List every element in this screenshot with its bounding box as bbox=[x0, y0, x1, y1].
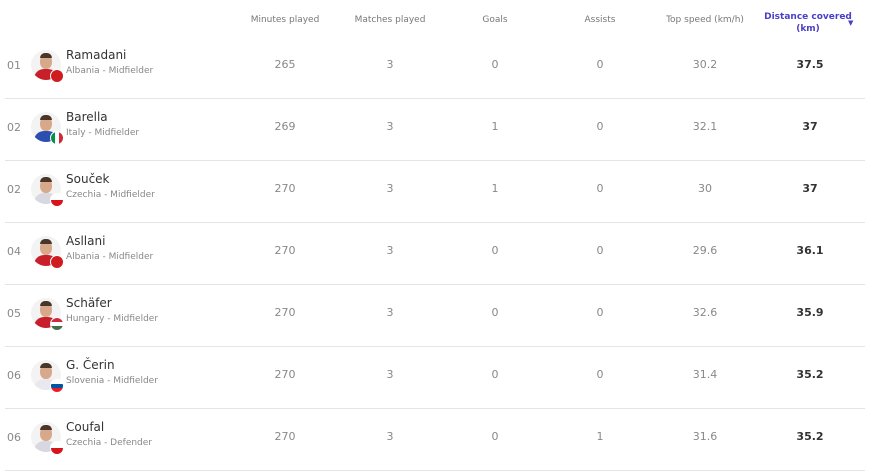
top-speed-value: 29.6 bbox=[692, 244, 718, 257]
top-speed-value: 31.4 bbox=[692, 368, 718, 381]
rank: 04 bbox=[7, 245, 21, 258]
table-row[interactable]: 06 G. Čerin Slovenia - Midfielder 270 3 0 0 3… bbox=[5, 346, 865, 409]
minutes-value: 270 bbox=[274, 430, 296, 443]
player-name[interactable]: Ramadani bbox=[66, 48, 127, 62]
assists-value: 0 bbox=[596, 244, 604, 257]
minutes-value: 270 bbox=[274, 306, 296, 319]
table-row[interactable]: 04 Asllani Albania - Midfielder 270 3 0 0 29.… bbox=[5, 222, 865, 285]
table-row[interactable]: 02 Barella Italy - Midfielder 269 3 1 0 32.1 3… bbox=[5, 98, 865, 161]
country-flag-icon bbox=[50, 131, 64, 145]
distance-value: 37.5 bbox=[796, 58, 824, 71]
assists-value: 1 bbox=[596, 430, 604, 443]
matches-value: 3 bbox=[386, 120, 394, 133]
player-country-position: Albania - Midfielder bbox=[66, 252, 154, 262]
header-goals[interactable]: Goals bbox=[482, 15, 508, 25]
player-name[interactable]: G. Čerin bbox=[66, 358, 115, 372]
header-matches-played[interactable]: Matches played bbox=[354, 15, 426, 25]
rank: 05 bbox=[7, 307, 21, 320]
distance-value: 35.2 bbox=[796, 368, 824, 381]
matches-value: 3 bbox=[386, 244, 394, 257]
distance-value: 37 bbox=[802, 120, 818, 133]
caret-down-icon[interactable]: ▼ bbox=[848, 19, 854, 27]
player-name[interactable]: Barella bbox=[66, 110, 108, 124]
minutes-value: 270 bbox=[274, 244, 296, 257]
player-name[interactable]: Asllani bbox=[66, 234, 106, 248]
player-country-position: Italy - Midfielder bbox=[66, 128, 140, 138]
header-minutes-played[interactable]: Minutes played bbox=[250, 15, 320, 25]
rank: 02 bbox=[7, 183, 21, 196]
header-distance-covered[interactable]: Distance covered (km) bbox=[764, 12, 852, 34]
player-name[interactable]: Coufal bbox=[66, 420, 105, 434]
goals-value: 1 bbox=[491, 182, 499, 195]
header-assists[interactable]: Assists bbox=[584, 15, 616, 25]
table-row[interactable]: 05 Schäfer Hungary - Midfielder 270 3 0 0 32.… bbox=[5, 284, 865, 347]
player-name[interactable]: Souček bbox=[66, 172, 110, 186]
distance-value: 36.1 bbox=[796, 244, 824, 257]
distance-value: 35.9 bbox=[796, 306, 824, 319]
player-name[interactable]: Schäfer bbox=[66, 296, 112, 310]
goals-value: 0 bbox=[491, 368, 499, 381]
minutes-value: 269 bbox=[274, 120, 296, 133]
distance-value: 37 bbox=[802, 182, 818, 195]
top-speed-value: 30.2 bbox=[692, 58, 718, 71]
player-country-position: Czechia - Defender bbox=[66, 438, 153, 448]
table-row[interactable]: 01 Ramadani Albania - Midfielder 265 3 0 0 30… bbox=[5, 36, 865, 99]
player-country-position: Slovenia - Midfielder bbox=[66, 376, 158, 386]
goals-value: 1 bbox=[491, 120, 499, 133]
country-flag-icon bbox=[50, 193, 64, 207]
country-flag-icon bbox=[50, 441, 64, 455]
rank: 06 bbox=[7, 431, 21, 444]
country-flag-icon bbox=[50, 69, 64, 83]
matches-value: 3 bbox=[386, 430, 394, 443]
goals-value: 0 bbox=[491, 430, 499, 443]
country-flag-icon bbox=[50, 317, 64, 331]
player-avatar bbox=[31, 112, 61, 142]
player-country-position: Czechia - Midfielder bbox=[66, 190, 155, 200]
top-speed-value: 32.1 bbox=[692, 120, 718, 133]
table-row[interactable]: 02 Souček Czechia - Midfielder 270 3 1 0 30 37 bbox=[5, 160, 865, 223]
matches-value: 3 bbox=[386, 368, 394, 381]
player-country-position: Hungary - Midfielder bbox=[66, 314, 159, 324]
goals-value: 0 bbox=[491, 306, 499, 319]
rank: 02 bbox=[7, 121, 21, 134]
table-row[interactable]: 06 Coufal Czechia - Defender 270 3 0 1 31.6 35… bbox=[5, 408, 865, 471]
table-header: Minutes played Matches played Goals Assi… bbox=[0, 0, 880, 40]
assists-value: 0 bbox=[596, 182, 604, 195]
rank: 01 bbox=[7, 59, 21, 72]
player-country-position: Albania - Midfielder bbox=[66, 66, 154, 76]
player-avatar bbox=[31, 50, 61, 80]
matches-value: 3 bbox=[386, 58, 394, 71]
distance-value: 35.2 bbox=[796, 430, 824, 443]
top-speed-value: 32.6 bbox=[692, 306, 718, 319]
matches-value: 3 bbox=[386, 182, 394, 195]
minutes-value: 270 bbox=[274, 368, 296, 381]
country-flag-icon bbox=[50, 255, 64, 269]
rank: 06 bbox=[7, 369, 21, 382]
country-flag-icon bbox=[50, 379, 64, 393]
top-speed-value: 31.6 bbox=[692, 430, 718, 443]
goals-value: 0 bbox=[491, 58, 499, 71]
assists-value: 0 bbox=[596, 120, 604, 133]
goals-value: 0 bbox=[491, 244, 499, 257]
top-speed-value: 30 bbox=[698, 182, 712, 195]
header-top-speed[interactable]: Top speed (km/h) bbox=[666, 15, 744, 25]
minutes-value: 265 bbox=[274, 58, 296, 71]
assists-value: 0 bbox=[596, 368, 604, 381]
assists-value: 0 bbox=[596, 58, 604, 71]
matches-value: 3 bbox=[386, 306, 394, 319]
assists-value: 0 bbox=[596, 306, 604, 319]
minutes-value: 270 bbox=[274, 182, 296, 195]
